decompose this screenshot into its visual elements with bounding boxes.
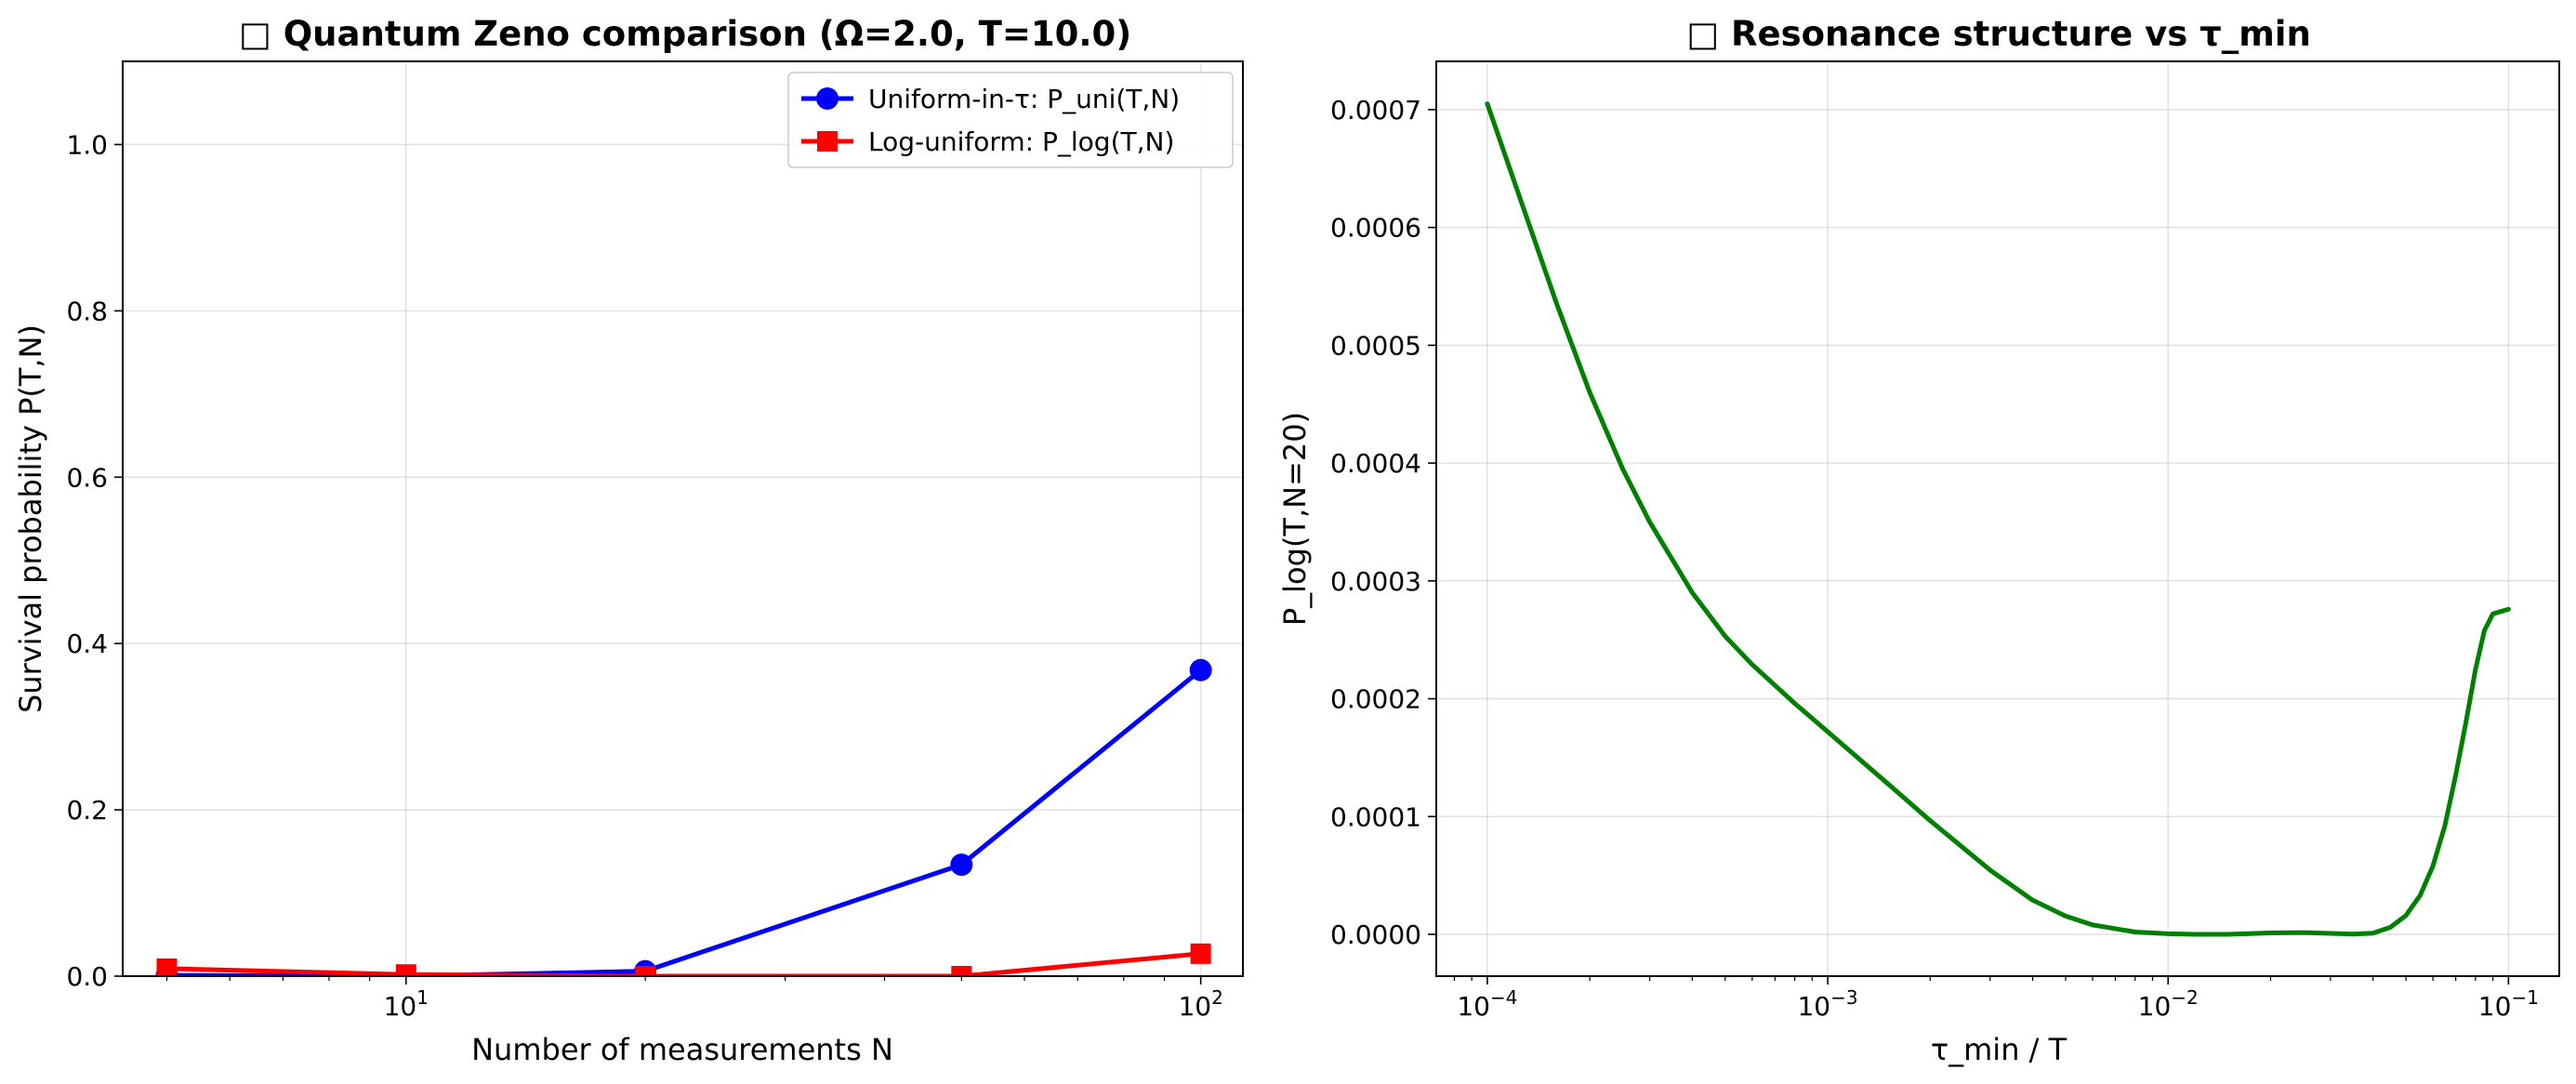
y-tick-label: 0.0005 — [1330, 330, 1421, 361]
y-tick-label: 0.0006 — [1330, 213, 1421, 244]
y-tick-label: 0.0001 — [1330, 801, 1421, 832]
legend-marker-square — [817, 131, 838, 152]
y-axis-ticks: 0.0000 0.0001 0.0002 0.0003 0.0004 0.0005 0.00… — [1330, 95, 1436, 950]
y-tick-label: 0.0 — [66, 961, 108, 992]
y-tick-label: 0.2 — [66, 795, 108, 826]
y-tick-label: 0.0007 — [1330, 95, 1421, 126]
data-point-square — [1190, 943, 1211, 964]
legend-marker-circle — [816, 87, 839, 110]
legend-box — [787, 72, 1234, 168]
chart-title: □ Resonance structure vs τ_min — [1686, 14, 2311, 54]
x-tick-label: 10−2 — [2138, 986, 2199, 1022]
y-axis-label: P_log(T,N=20) — [1277, 412, 1313, 626]
gridlines — [1436, 61, 2559, 976]
x-tick-label: 101 — [384, 986, 429, 1022]
x-axis-ticks: 10−4 10−3 10−2 10−1 — [1453, 976, 2539, 1022]
plot-area — [1485, 101, 2511, 937]
x-axis-label: Number of measurements N — [471, 1032, 893, 1067]
x-tick-label: 10−4 — [1457, 986, 1517, 1022]
data-point-square — [395, 964, 416, 976]
y-tick-label: 0.4 — [66, 628, 108, 659]
data-point-square — [156, 958, 178, 976]
y-tick-label: 1.0 — [66, 129, 108, 160]
y-tick-label: 0.8 — [66, 296, 108, 326]
y-tick-label: 0.6 — [66, 462, 108, 493]
resonance-structure-chart: □ Resonance structure vs τ_min 10−4 10−3 1… — [1277, 14, 2560, 1067]
zeno-comparison-chart: □ Quantum Zeno comparison (Ω=2.0, T=10.0… — [13, 14, 1244, 1067]
plot-frame — [1435, 60, 2560, 977]
data-point-circle — [1189, 658, 1212, 681]
legend: Uniform-in-τ: P_uni(T,N) Log-uniform: P_l… — [787, 72, 1234, 168]
series-line-2 — [165, 951, 1204, 976]
data-point-square — [951, 966, 972, 976]
x-axis-label: τ_min / T — [1931, 1032, 2067, 1067]
legend-label: Uniform-in-τ: P_uni(T,N) — [868, 84, 1180, 114]
y-tick-label: 0.0003 — [1330, 566, 1421, 597]
x-tick-label: 10−3 — [1797, 986, 1857, 1022]
series-line-1 — [1485, 101, 2511, 937]
y-tick-label: 0.0000 — [1330, 919, 1421, 950]
chart-title: □ Quantum Zeno comparison (Ω=2.0, T=10.0… — [239, 14, 1131, 54]
plot-frame — [122, 60, 1244, 977]
x-axis-ticks: 101 102 — [165, 976, 1223, 1022]
x-tick-label: 102 — [1178, 986, 1222, 1022]
data-point-circle — [950, 853, 973, 877]
legend-label: Log-uniform: P_log(T,N) — [868, 126, 1174, 157]
y-tick-label: 0.0002 — [1330, 684, 1421, 715]
y-tick-label: 0.0004 — [1330, 448, 1421, 479]
data-point-square — [635, 966, 656, 976]
y-axis-ticks: 0.0 0.2 0.4 0.6 0.8 1.0 — [66, 129, 123, 992]
y-axis-label: Survival probability P(T,N) — [13, 324, 48, 713]
x-tick-label: 10−1 — [2478, 986, 2539, 1022]
